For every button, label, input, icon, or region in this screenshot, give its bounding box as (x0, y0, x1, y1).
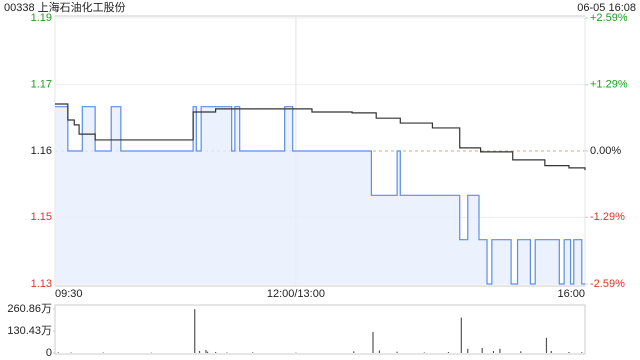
y2-tick-label: +2.59% (590, 12, 628, 24)
volume-bar (499, 348, 501, 353)
volume-bar (372, 331, 374, 353)
volume-bar (353, 351, 355, 353)
volume-bar (378, 350, 381, 353)
average-line (55, 103, 586, 171)
volume-tick-label: 130.43万 (7, 325, 52, 337)
volume-bar (520, 351, 522, 353)
timestamp: 06-05 16:08 (577, 2, 636, 14)
volume-bar (460, 317, 462, 353)
y2-tick-label: 0.00% (590, 145, 621, 157)
x-tick-label: 09:30 (55, 288, 83, 300)
volume-tick-label: 0 (46, 347, 52, 359)
price-line (55, 106, 585, 285)
volume-bar (492, 350, 495, 353)
volume-bar (423, 352, 425, 353)
volume-bar (57, 352, 59, 353)
volume-bar (70, 352, 72, 353)
volume-bar (206, 351, 209, 353)
y-tick-label: 1.15 (31, 211, 52, 223)
x-tick-label: 16:00 (557, 288, 585, 300)
price-area (55, 106, 585, 285)
volume-bar (251, 352, 254, 353)
volume-bar (467, 348, 469, 353)
y-tick-label: 1.19 (31, 12, 52, 24)
volume-bar (568, 351, 570, 353)
y2-tick-label: -1.29% (590, 211, 625, 223)
stock-title: 00338 上海石油化工股份 (4, 0, 126, 14)
volume-bar (226, 352, 228, 353)
volume-bar (205, 349, 207, 353)
y2-tick-label: +1.29% (590, 79, 628, 91)
volume-bar (194, 309, 196, 353)
volume-bar (198, 350, 201, 353)
y-tick-label: 1.16 (31, 145, 52, 157)
y-tick-label: 1.13 (31, 278, 52, 290)
volume-bar (102, 352, 104, 353)
x-tick-label: 12:00/13:00 (267, 288, 325, 300)
volume-frame (54, 304, 586, 355)
volume-bar (581, 352, 583, 353)
volume-tick-label: 260.86万 (7, 303, 52, 315)
volume-bar (215, 351, 217, 353)
volume-bar (545, 337, 548, 353)
y-tick-label: 1.17 (31, 79, 52, 91)
volume-bar (447, 351, 450, 353)
volume-bar (481, 347, 483, 353)
y2-tick-label: -2.59% (590, 278, 625, 290)
volume-bar (550, 350, 552, 353)
volume-bar (396, 351, 398, 353)
